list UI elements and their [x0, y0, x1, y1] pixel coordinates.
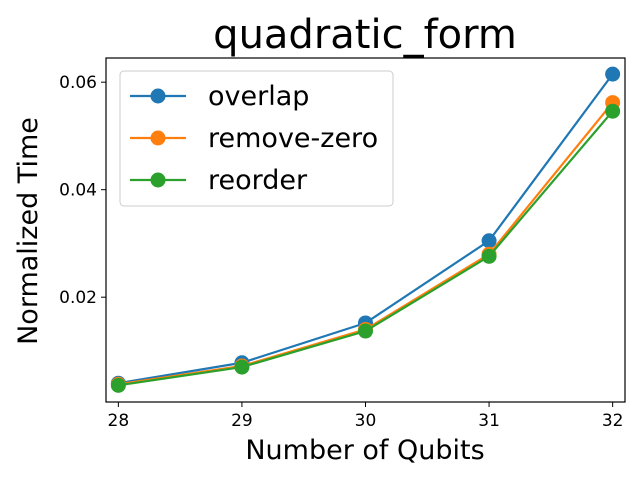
legend-marker: [150, 88, 166, 104]
axis-ticks: 28 29 30 31 32 0.02 0.04 0.06: [59, 73, 623, 431]
series-reorder: [110, 103, 621, 393]
x-tick-label: 32: [602, 411, 624, 431]
data-point: [234, 359, 250, 375]
y-tick-label: 0.02: [59, 288, 97, 308]
data-point: [605, 103, 621, 119]
y-axis-label: Normalized Time: [13, 117, 44, 345]
legend-label: overlap: [208, 81, 309, 112]
chart-title: quadratic_form: [213, 12, 517, 58]
y-tick-label: 0.04: [59, 181, 97, 201]
legend-box: [119, 70, 394, 207]
legend-entries: overlap remove-zero reorder: [130, 81, 378, 196]
legend: overlap remove-zero reorder: [119, 70, 394, 207]
series-layer: [110, 66, 621, 393]
x-tick-label: 28: [108, 411, 130, 431]
x-tick-label: 31: [478, 411, 500, 431]
legend-label: remove-zero: [208, 123, 378, 154]
legend-label: reorder: [208, 165, 308, 196]
legend-marker: [150, 172, 166, 188]
x-tick-label: 30: [355, 411, 377, 431]
data-point: [110, 377, 126, 393]
legend-entry: overlap: [130, 81, 309, 112]
legend-marker: [150, 130, 166, 146]
x-axis-label: Number of Qubits: [245, 435, 484, 466]
plot-frame: [105, 57, 626, 403]
data-point: [481, 248, 497, 264]
data-point: [481, 233, 497, 249]
x-tick-label: 29: [231, 411, 253, 431]
data-point: [358, 323, 373, 339]
data-point: [605, 66, 621, 82]
legend-entry: reorder: [130, 165, 308, 196]
legend-entry: remove-zero: [130, 123, 378, 154]
y-tick-label: 0.06: [59, 73, 97, 93]
